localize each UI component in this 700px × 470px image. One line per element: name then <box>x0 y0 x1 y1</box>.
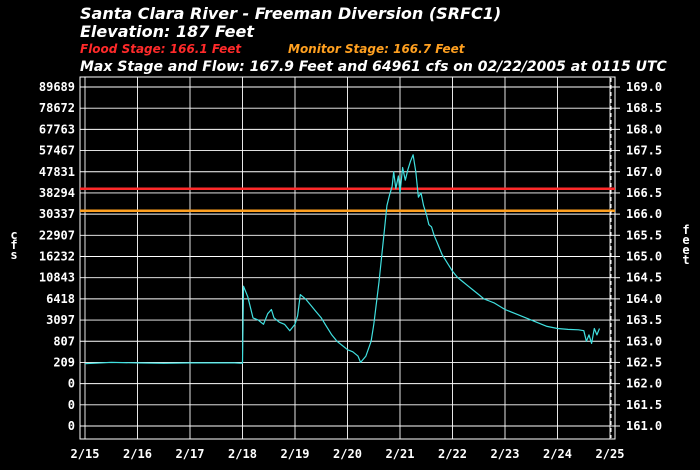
right-tick-label: 168.5 <box>626 101 662 115</box>
axis-title-char: f <box>10 238 17 252</box>
x-tick-label: 2/18 <box>228 447 257 461</box>
right-tick-label: 164.5 <box>626 271 662 285</box>
left-tick-label: 22907 <box>39 228 75 242</box>
right-tick-label: 166.5 <box>626 186 662 200</box>
monitor-stage-label: Monitor Stage: 166.7 Feet <box>288 42 466 56</box>
grid-lines <box>80 77 615 439</box>
series-group <box>84 154 601 365</box>
axis-title-char: c <box>10 228 17 242</box>
left-tick-label: 0 <box>68 377 75 391</box>
x-tick-label: 2/20 <box>333 447 362 461</box>
right-tick-label: 165.0 <box>626 250 662 264</box>
left-tick-label: 3097 <box>46 313 75 327</box>
right-tick-label: 165.5 <box>626 228 662 242</box>
x-tick-label: 2/21 <box>386 447 415 461</box>
left-tick-label: 0 <box>68 398 75 412</box>
left-tick-label: 78672 <box>39 101 75 115</box>
max-stage-flow-label: Max Stage and Flow: 167.9 Feet and 64961… <box>80 59 668 75</box>
left-axis-ticks: 89689 78672 67763 57467 47831 38294 30337 22907… <box>39 80 75 433</box>
right-tick-label: 163.5 <box>626 313 662 327</box>
x-tick-label: 2/24 <box>543 447 572 461</box>
left-tick-label: 89689 <box>39 80 75 94</box>
stage-series-line <box>84 154 601 365</box>
right-tick-label: 167.5 <box>626 144 662 158</box>
right-tick-label: 168.0 <box>626 122 662 136</box>
left-tick-label: 30337 <box>39 207 75 221</box>
axis-title-char: e <box>682 243 689 257</box>
left-tick-label: 10843 <box>39 271 75 285</box>
left-tick-label: 209 <box>53 355 75 369</box>
axis-title-char: s <box>10 248 17 262</box>
left-axis-title: cfs <box>10 228 17 262</box>
right-axis-ticks: 169.0 168.5 168.0 167.5 167.0 166.5 166.0 165.5… <box>615 80 662 433</box>
axis-title-char: f <box>682 223 689 237</box>
x-tick-label: 2/22 <box>438 447 467 461</box>
left-tick-label: 47831 <box>39 165 75 179</box>
right-tick-label: 164.0 <box>626 292 662 306</box>
x-tick-label: 2/19 <box>281 447 310 461</box>
left-tick-label: 67763 <box>39 122 75 136</box>
right-tick-label: 166.0 <box>626 207 662 221</box>
left-tick-label: 807 <box>53 334 75 348</box>
right-tick-label: 167.0 <box>626 165 662 179</box>
left-tick-label: 38294 <box>39 186 75 200</box>
x-tick-label: 2/15 <box>71 447 100 461</box>
axis-title-char: t <box>682 253 689 267</box>
axis-title-char: e <box>682 233 689 247</box>
left-tick-label: 57467 <box>39 144 75 158</box>
left-tick-label: 16232 <box>39 250 75 264</box>
left-tick-label: 0 <box>68 419 75 433</box>
left-tick-label: 6418 <box>46 292 75 306</box>
right-tick-label: 161.0 <box>626 419 662 433</box>
x-tick-label: 2/23 <box>491 447 520 461</box>
right-tick-label: 163.0 <box>626 334 662 348</box>
flood-stage-label: Flood Stage: 166.1 Feet <box>80 42 242 56</box>
right-tick-label: 161.5 <box>626 398 662 412</box>
x-tick-label: 2/17 <box>176 447 205 461</box>
chart-title: Santa Clara River - Freeman Diversion (S… <box>80 4 501 23</box>
right-tick-label: 162.0 <box>626 377 662 391</box>
x-tick-label: 2/16 <box>123 447 152 461</box>
stage-lines <box>80 187 615 212</box>
x-tick-label: 2/25 <box>596 447 625 461</box>
x-axis-ticks: 2/15 2/16 2/17 2/18 2/19 2/20 2/21 2/22 2/23 2/24… <box>71 447 625 461</box>
elevation-label: Elevation: 187 Feet <box>80 22 255 41</box>
right-tick-label: 162.5 <box>626 355 662 369</box>
right-tick-label: 169.0 <box>626 80 662 94</box>
